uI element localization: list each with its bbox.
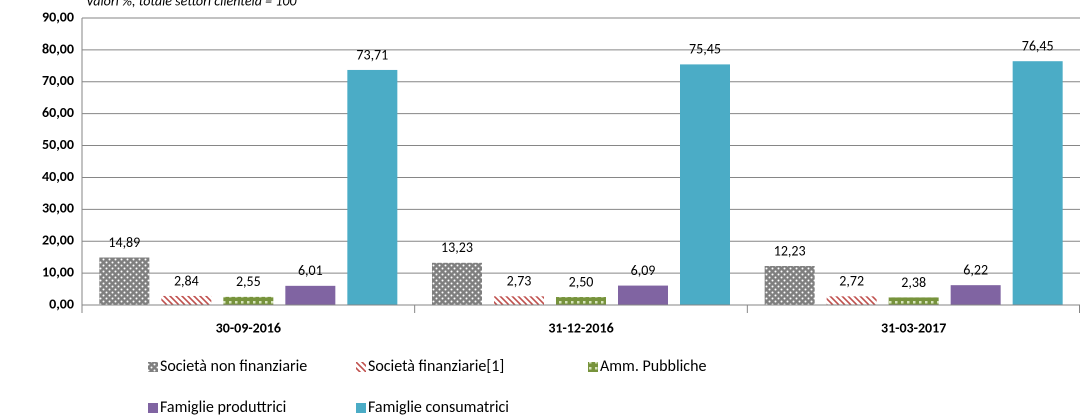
value-label: 76,45 — [1022, 38, 1054, 55]
legend-label: Società non finanziarie — [160, 357, 307, 376]
value-label: 6,09 — [631, 262, 656, 279]
legend-label: Famiglie produttrici — [160, 398, 286, 417]
bar — [494, 296, 544, 305]
legend-swatch — [356, 362, 366, 372]
bar — [99, 257, 150, 305]
value-label: 75,45 — [689, 41, 721, 58]
value-label: 2,84 — [174, 272, 199, 289]
bar — [285, 285, 336, 305]
y-tick-label: 20,00 — [42, 232, 74, 249]
legend-swatch — [588, 362, 598, 372]
value-label: 14,89 — [108, 234, 140, 251]
x-tick-label: 30-09-2016 — [216, 319, 281, 336]
y-tick-label: 60,00 — [42, 104, 74, 121]
y-tick-label: 70,00 — [42, 72, 74, 89]
bar — [826, 296, 877, 305]
value-label: 2,50 — [569, 273, 594, 290]
bar — [432, 262, 482, 305]
y-tick-label: 50,00 — [42, 136, 74, 153]
y-tick-label: 10,00 — [42, 264, 74, 281]
value-label: 6,22 — [963, 262, 988, 279]
value-label: 13,23 — [441, 239, 473, 256]
bar — [223, 296, 274, 305]
bar — [950, 285, 1001, 305]
bar — [1012, 61, 1063, 306]
legend-swatch — [148, 403, 158, 413]
y-tick-label: 80,00 — [42, 40, 74, 57]
legend-swatch — [356, 403, 366, 413]
y-tick-label: 30,00 — [42, 200, 74, 217]
y-tick-label: 40,00 — [42, 168, 74, 185]
bar — [347, 69, 398, 306]
bar — [680, 64, 730, 305]
legend-label: Famiglie consumatrici — [368, 398, 509, 417]
bar — [618, 285, 668, 305]
value-label: 2,38 — [901, 274, 926, 291]
bar — [888, 297, 939, 305]
bar — [161, 295, 212, 305]
value-label: 2,72 — [839, 273, 864, 290]
legend-label: Amm. Pubbliche — [600, 357, 706, 376]
value-label: 2,73 — [507, 273, 532, 290]
bar — [556, 297, 606, 305]
value-label: 6,01 — [298, 262, 323, 279]
legend-swatch — [148, 362, 158, 372]
value-label: 73,71 — [356, 46, 388, 63]
legend-label: Società finanziarie[1] — [368, 357, 504, 376]
value-label: 12,23 — [774, 242, 806, 259]
y-tick-label: 90,00 — [42, 8, 74, 25]
y-tick-label: 0,00 — [49, 295, 74, 312]
bar — [764, 265, 815, 305]
chart-subtitle: Valori %, totale settori clientela = 100 — [86, 0, 297, 9]
x-tick-label: 31-12-2016 — [548, 319, 613, 336]
value-label: 2,55 — [236, 273, 261, 290]
x-tick-label: 31-03-2017 — [881, 319, 946, 336]
